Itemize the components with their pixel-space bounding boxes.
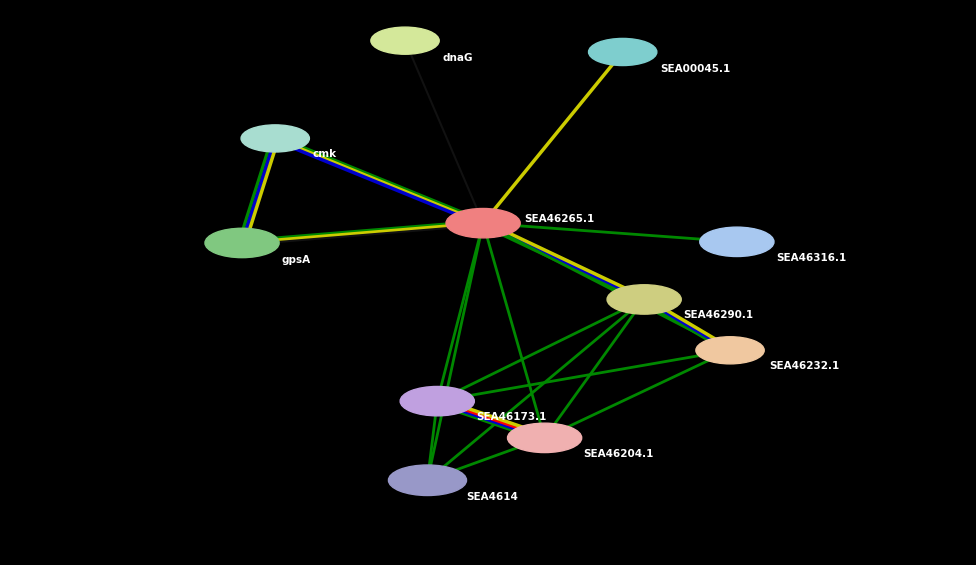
Text: SEA46204.1: SEA46204.1 <box>584 449 654 459</box>
Text: SEA46265.1: SEA46265.1 <box>524 214 594 224</box>
Text: SEA00045.1: SEA00045.1 <box>660 64 730 74</box>
Ellipse shape <box>400 386 474 416</box>
Text: SEA46173.1: SEA46173.1 <box>476 412 547 422</box>
Ellipse shape <box>700 227 774 257</box>
Text: dnaG: dnaG <box>442 53 472 63</box>
Text: cmk: cmk <box>312 149 337 159</box>
Ellipse shape <box>205 228 279 258</box>
Ellipse shape <box>607 285 681 314</box>
Ellipse shape <box>388 465 467 496</box>
Ellipse shape <box>371 27 439 54</box>
Text: SEA4614: SEA4614 <box>467 492 518 502</box>
Ellipse shape <box>241 125 309 152</box>
Ellipse shape <box>589 38 657 66</box>
Ellipse shape <box>696 337 764 364</box>
Text: SEA46290.1: SEA46290.1 <box>683 310 753 320</box>
Ellipse shape <box>446 208 520 238</box>
Text: SEA46316.1: SEA46316.1 <box>776 253 846 263</box>
Text: gpsA: gpsA <box>281 255 310 265</box>
Text: SEA46232.1: SEA46232.1 <box>769 361 839 371</box>
Ellipse shape <box>508 423 582 453</box>
